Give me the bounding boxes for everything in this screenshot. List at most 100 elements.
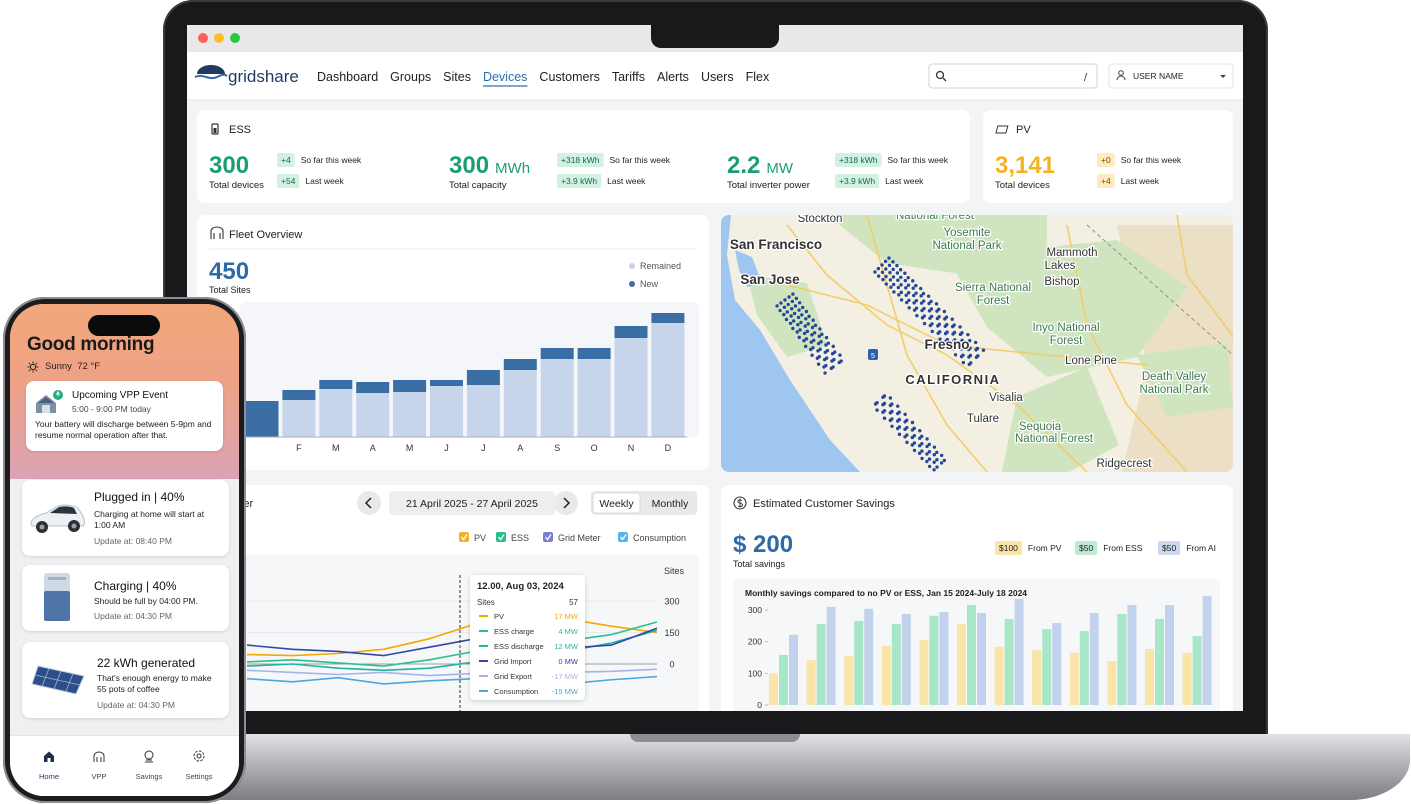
panel-title: PV: [1016, 124, 1031, 136]
nav-arrow[interactable]: [554, 491, 578, 515]
site-dot: [891, 260, 895, 264]
nav-item[interactable]: Tariffs: [612, 70, 645, 84]
panel-title: Fleet Overview: [229, 229, 302, 241]
tab-icon: [93, 751, 105, 762]
view-option[interactable]: Monthly: [652, 498, 690, 510]
nav-item[interactable]: Sites: [443, 70, 471, 84]
site-dot: [927, 450, 932, 454]
search-box[interactable]: [928, 63, 1098, 89]
nav-item[interactable]: Groups: [390, 70, 431, 84]
site-dot: [792, 319, 796, 323]
site-dot: [783, 298, 787, 302]
solar-card[interactable]: 22 kWh generated That's enough energy to…: [22, 642, 229, 718]
site-dot: [906, 275, 910, 280]
nav-item[interactable]: Flex: [746, 70, 770, 84]
site-dot: [884, 274, 888, 279]
tab[interactable]: Settings: [185, 772, 213, 781]
site-dot: [790, 299, 795, 304]
site-dot: [880, 263, 884, 267]
legend-label: PV: [474, 533, 486, 543]
site-dot: [897, 432, 902, 437]
camera-notch: [651, 25, 779, 48]
user-caret: [1220, 75, 1226, 78]
laptop-base-notch: [630, 734, 800, 742]
site-dot: [951, 332, 955, 336]
nav-item[interactable]: Users: [701, 70, 734, 84]
bar: [789, 634, 798, 705]
legend-label: ESS: [511, 533, 529, 543]
site-dot: [881, 410, 885, 414]
site-dot: [974, 348, 978, 352]
site-dot: [895, 271, 900, 275]
site-dot: [904, 286, 908, 290]
map-label: National Forest: [896, 210, 975, 222]
tooltip-value: 0 MW: [558, 657, 579, 666]
site-dot: [919, 301, 924, 305]
site-dot: [880, 270, 885, 275]
site-dot: [816, 362, 821, 366]
vpp-event-card[interactable]: Upcoming VPP Event 5:00 - 9:00 PM today …: [26, 381, 223, 451]
y-tick-label: 0: [669, 660, 674, 670]
site-dot: [787, 295, 791, 299]
view-option[interactable]: Weekly: [599, 498, 634, 510]
delta-period: Last week: [1121, 176, 1160, 186]
site-dot: [791, 326, 795, 331]
site-dot: [927, 464, 932, 469]
site-dot: [784, 317, 789, 322]
tab-icon: [144, 750, 154, 763]
delta-period: So far this week: [610, 155, 671, 165]
bar: [994, 646, 1004, 705]
map-label: Yosemite: [944, 227, 991, 239]
tab[interactable]: Savings: [135, 772, 163, 781]
site-dot: [775, 304, 779, 308]
legend-label: New: [640, 279, 659, 289]
user-menu[interactable]: [1108, 63, 1234, 89]
dollar-sign: [737, 498, 743, 508]
shape: [71, 523, 77, 529]
battery-card[interactable]: Charging | 40% Should be full by 04:00 P…: [22, 565, 229, 631]
site-dot: [812, 331, 817, 335]
site-dot: [884, 282, 888, 286]
map-label: Lakes: [1045, 260, 1076, 272]
nav-item[interactable]: Customers: [539, 70, 599, 84]
site-dot: [824, 343, 828, 347]
icon-shape: [193, 750, 205, 762]
site-dot: [935, 465, 939, 469]
nav-item[interactable]: Alerts: [657, 70, 689, 84]
bar: [929, 615, 939, 705]
tooltip-value: -17 MW: [552, 672, 579, 681]
bar-segment: [614, 326, 648, 338]
site-dot: [823, 371, 827, 375]
nav-arrow[interactable]: [357, 491, 381, 515]
stat-unit: MW: [766, 160, 793, 177]
site-dot: [927, 301, 931, 306]
check: [544, 534, 552, 541]
bar: [826, 606, 836, 705]
stat-value: 2.2: [727, 152, 760, 179]
bar: [901, 613, 911, 705]
site-dot: [912, 301, 916, 305]
bar-segment: [430, 386, 463, 437]
delta-value: +0: [1101, 155, 1111, 165]
site-dot: [782, 305, 787, 309]
stat-label: Total capacity: [449, 180, 507, 191]
bar: [1014, 599, 1024, 705]
stat-value: $ 200: [733, 531, 793, 558]
site-dot: [930, 329, 934, 334]
bar: [1107, 661, 1117, 705]
tooltip-value: 57: [569, 598, 578, 607]
site-dot: [903, 278, 908, 283]
site-dot: [920, 449, 924, 453]
site-dot: [914, 283, 918, 288]
ev-card[interactable]: Plugged in | 40% Charging at home will s…: [22, 480, 229, 556]
site-dot: [800, 305, 805, 310]
legend-label: Grid Meter: [558, 533, 601, 543]
bar-segment: [466, 385, 500, 437]
tab[interactable]: VPP: [91, 772, 107, 781]
nav-item[interactable]: Devices: [483, 70, 527, 84]
site-dot: [895, 263, 899, 268]
tab[interactable]: Home: [38, 772, 59, 781]
delta-badge: [277, 153, 295, 167]
nav-item[interactable]: Dashboard: [317, 70, 378, 84]
bar-segment: [319, 389, 353, 437]
